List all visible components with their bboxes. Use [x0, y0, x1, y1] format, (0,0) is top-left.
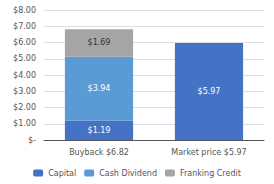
svg-text:$8.00: $8.00 [13, 6, 36, 15]
svg-text:$7.00: $7.00 [13, 22, 36, 31]
svg-text:$5.97: $5.97 [198, 87, 221, 96]
svg-text:$4.00: $4.00 [13, 71, 36, 80]
svg-text:Buyback $6.82: Buyback $6.82 [69, 148, 129, 157]
svg-text:$1.19: $1.19 [88, 126, 111, 135]
svg-text:$1.69: $1.69 [88, 38, 111, 47]
svg-text:$3.00: $3.00 [13, 87, 36, 96]
svg-text:$5.00: $5.00 [13, 54, 36, 63]
svg-text:$6.00: $6.00 [13, 38, 36, 47]
svg-text:Market price $5.97: Market price $5.97 [171, 148, 246, 157]
svg-text:$2.00: $2.00 [13, 103, 36, 112]
svg-text:Cash Dividend: Cash Dividend [99, 169, 157, 178]
svg-text:$-: $- [28, 136, 36, 145]
svg-text:$3.94: $3.94 [88, 84, 111, 93]
svg-text:Franking Credit: Franking Credit [180, 169, 241, 178]
svg-text:$1.00: $1.00 [13, 119, 36, 128]
svg-text:Capital: Capital [48, 169, 76, 178]
